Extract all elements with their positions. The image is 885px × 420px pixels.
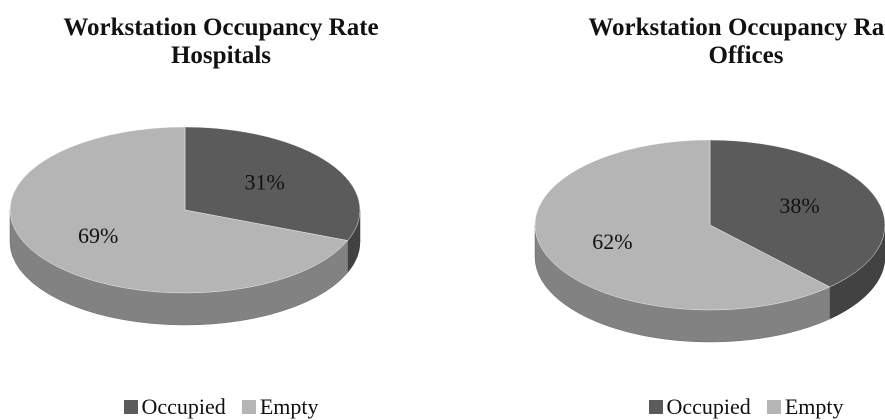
data-label: 31% (244, 169, 284, 194)
pie-slice (9, 126, 349, 294)
pie-slice (709, 139, 885, 288)
legend-swatch (123, 400, 138, 414)
legend-item: Occupied (123, 394, 226, 420)
chart-title: Workstation Occupancy Rate Offices (588, 14, 885, 69)
legend-item: Empty (241, 394, 319, 420)
legend-swatch (241, 400, 256, 414)
legend-swatch (766, 400, 781, 414)
pie-chart: 38% 62% (534, 139, 885, 343)
legend: Occupied Empty (0, 394, 442, 420)
chart-panel: Workstation Occupancy Rate Offices 38% 62%… (525, 0, 885, 419)
legend: Occupied Empty (525, 394, 885, 420)
legend-label: Occupied (141, 394, 226, 419)
legend-item: Empty (766, 394, 844, 420)
legend-swatch (648, 400, 663, 414)
pie-chart: 31% 69% (9, 126, 361, 326)
chart-title: Workstation Occupancy Rate Hospitals (63, 14, 379, 69)
pie-slice (534, 139, 831, 311)
data-label: 38% (779, 193, 819, 218)
chart-panel: Workstation Occupancy Rate Hospitals 31% 6… (0, 0, 442, 419)
legend-label: Occupied (666, 394, 751, 419)
data-label: 62% (592, 229, 632, 254)
legend-label: Empty (784, 394, 844, 419)
title-box: Workstation Occupancy Rate Offices (525, 14, 885, 70)
legend-item: Occupied (648, 394, 751, 420)
pie-slice (184, 126, 361, 241)
title-box: Workstation Occupancy Rate Hospitals (0, 14, 442, 70)
data-label: 69% (78, 223, 118, 248)
legend-label: Empty (259, 394, 319, 419)
